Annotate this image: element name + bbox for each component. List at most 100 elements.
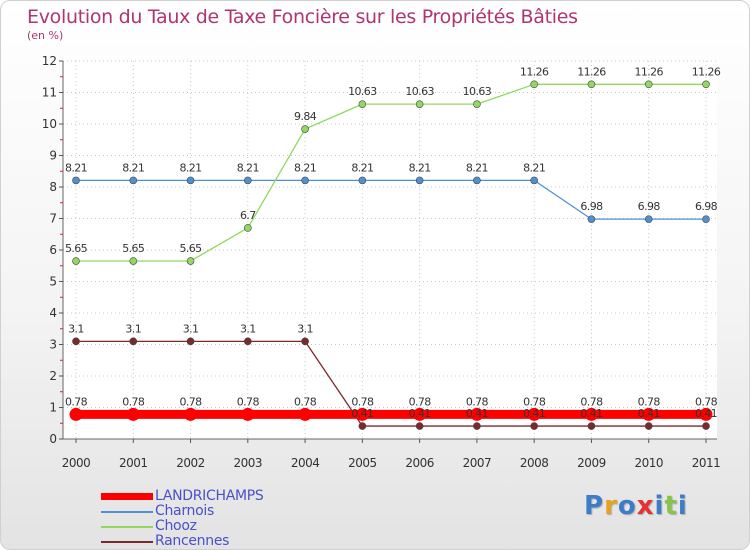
- legend-label: Charnois: [155, 503, 214, 519]
- data-label: 0.41: [580, 407, 602, 420]
- data-label: 8.21: [65, 161, 87, 174]
- data-label: 0.78: [466, 395, 489, 408]
- data-label: 8.21: [179, 161, 201, 174]
- data-label: 5.65: [122, 242, 145, 255]
- data-point: [473, 100, 481, 108]
- data-point: [72, 257, 80, 265]
- data-point: [415, 422, 424, 430]
- x-tick-label: 2009: [577, 456, 606, 470]
- logo-letter: t: [664, 491, 678, 521]
- y-tick-label: 9: [49, 149, 57, 163]
- legend-item: Charnois: [101, 503, 361, 519]
- data-point: [415, 176, 424, 185]
- data-point: [72, 337, 80, 346]
- data-label: 8.21: [466, 161, 488, 174]
- data-label: 11.26: [520, 65, 549, 78]
- series-line-charnois: [76, 179, 706, 220]
- data-label: 0.41: [351, 407, 373, 420]
- data-label: 0.78: [351, 395, 374, 408]
- y-tick-label: 3: [49, 338, 57, 352]
- data-label: 3.1: [240, 322, 256, 335]
- data-label: 5.65: [179, 242, 202, 255]
- data-label: 10.63: [348, 85, 377, 98]
- data-point: [642, 407, 656, 421]
- data-point: [527, 407, 541, 421]
- y-tick-label: 4: [49, 306, 57, 320]
- data-point: [186, 176, 195, 185]
- data-point: [301, 176, 309, 185]
- data-point: [530, 80, 538, 89]
- data-label: 0.78: [294, 395, 317, 408]
- x-tick-label: 2004: [291, 456, 320, 470]
- data-point: [587, 422, 596, 430]
- data-point: [126, 407, 140, 421]
- data-label: 0.78: [695, 395, 718, 408]
- chart-subtitle: (en %): [27, 29, 64, 42]
- data-label: 6.7: [240, 209, 256, 222]
- y-tick-label: 7: [49, 212, 57, 226]
- data-point: [702, 215, 710, 223]
- data-label: 0.78: [237, 395, 260, 408]
- data-label: 0.78: [179, 395, 202, 408]
- x-tick-label: 2007: [463, 456, 492, 470]
- data-point: [358, 422, 367, 430]
- x-tick-label: 2011: [692, 456, 721, 470]
- legend-label: Rancennes: [155, 533, 230, 549]
- data-label: 10.63: [463, 85, 492, 98]
- data-point: [473, 176, 481, 185]
- data-point: [415, 100, 424, 108]
- logo-letter: i: [677, 491, 688, 521]
- data-label: 8.21: [409, 161, 431, 174]
- legend-item: Rancennes: [101, 533, 361, 549]
- data-point: [587, 80, 596, 89]
- x-tick-label: 2010: [634, 456, 663, 470]
- data-point: [69, 407, 83, 421]
- data-label: 6.98: [580, 200, 603, 213]
- y-tick-label: 8: [49, 180, 57, 194]
- data-point: [186, 337, 195, 346]
- data-label: 0.41: [695, 407, 717, 420]
- data-label: 5.65: [65, 242, 88, 255]
- data-label: 8.21: [523, 161, 545, 174]
- data-point: [644, 80, 653, 89]
- data-label: 11.26: [577, 65, 606, 78]
- data-label: 11.26: [634, 65, 663, 78]
- data-label: 0.78: [409, 395, 432, 408]
- data-point: [530, 176, 538, 185]
- data-point: [358, 176, 367, 185]
- x-tick-label: 2001: [119, 456, 148, 470]
- legend-item: LANDRICHAMPS: [101, 488, 361, 504]
- data-point: [72, 176, 80, 185]
- data-point: [584, 407, 598, 421]
- logo-letter: x: [636, 491, 655, 521]
- data-label: 0.41: [638, 407, 660, 420]
- logo-letter: i: [654, 491, 665, 521]
- y-tick-label: 2: [49, 369, 57, 383]
- data-label: 0.41: [409, 407, 431, 420]
- data-label: 3.1: [68, 322, 84, 335]
- y-tick-label: 12: [42, 54, 57, 68]
- data-point: [587, 215, 596, 223]
- y-tick-label: 0: [49, 432, 57, 446]
- data-label: 3.1: [297, 322, 313, 335]
- data-point: [298, 407, 312, 421]
- data-point: [470, 407, 484, 421]
- data-label: 0.78: [523, 395, 546, 408]
- logo-letter: r: [604, 491, 618, 521]
- proxiti-logo: Proxiti: [584, 491, 688, 521]
- chart-title: Evolution du Taux de Taxe Foncière sur l…: [27, 6, 578, 28]
- x-tick-label: 2002: [176, 456, 205, 470]
- data-point: [355, 407, 369, 421]
- data-label: 6.98: [638, 200, 661, 213]
- data-point: [473, 422, 481, 430]
- data-point: [129, 337, 138, 346]
- data-point: [129, 257, 138, 265]
- series-line-rancennes: [76, 340, 706, 427]
- data-label: 0.78: [65, 395, 88, 408]
- data-point: [184, 407, 198, 421]
- data-label: 8.21: [351, 161, 373, 174]
- data-label: 0.78: [580, 395, 603, 408]
- data-label: 8.21: [237, 161, 259, 174]
- logo-letter: o: [617, 491, 637, 521]
